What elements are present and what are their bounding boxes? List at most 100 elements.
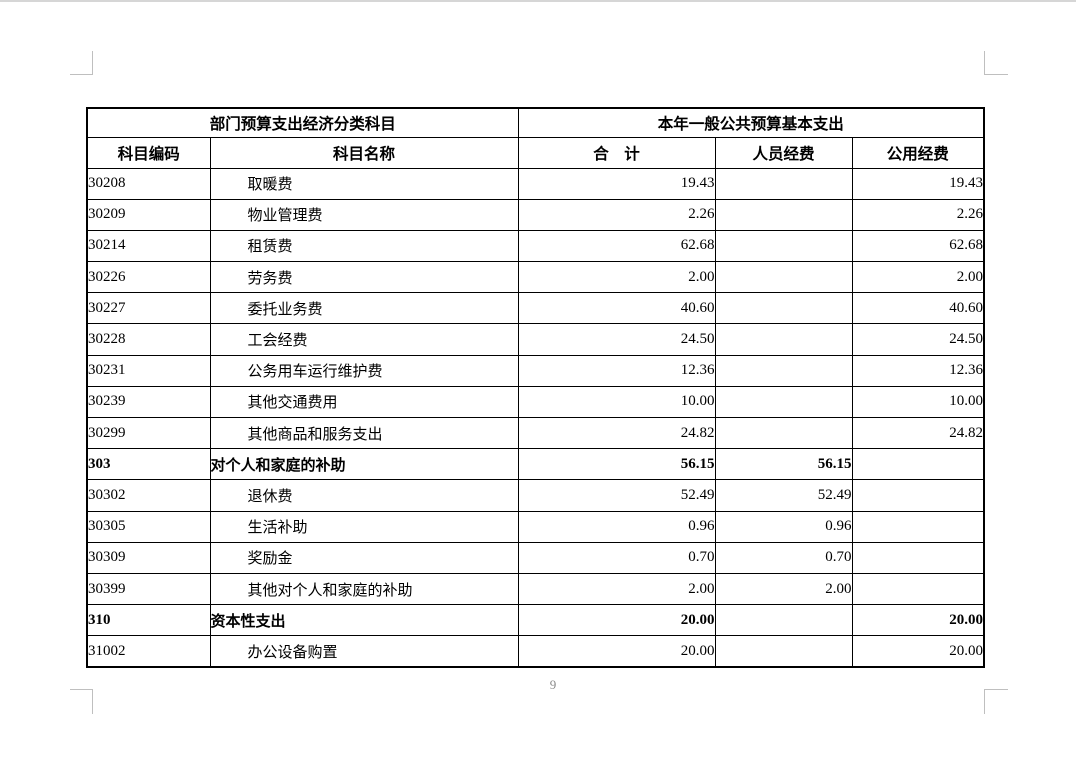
personnel-funds-cell xyxy=(714,261,853,294)
subject-code-cell: 30399 xyxy=(86,572,211,606)
personnel-funds-cell xyxy=(714,292,853,325)
public-funds-cell xyxy=(851,541,985,574)
public-funds-cell: 19.43 xyxy=(851,167,985,200)
table-row: 30302 退休费 52.49 52.49 xyxy=(86,479,985,512)
public-funds-cell: 24.50 xyxy=(851,323,985,356)
total-cell: 20.00 xyxy=(517,635,716,668)
personnel-funds-cell: 56.15 xyxy=(714,448,853,481)
subject-name-cell: 取暖费 xyxy=(209,167,519,200)
public-funds-cell: 20.00 xyxy=(851,604,985,637)
public-funds-cell xyxy=(851,448,985,481)
public-funds-cell xyxy=(851,479,985,512)
subject-name-cell: 其他对个人和家庭的补助 xyxy=(209,572,519,606)
subject-name-cell: 生活补助 xyxy=(209,510,519,543)
margin-corner-top-left xyxy=(70,51,93,75)
table-row: 31002 办公设备购置 20.00 20.00 xyxy=(86,635,985,668)
table-row: 30299 其他商品和服务支出 24.82 24.82 xyxy=(86,416,985,450)
public-funds-cell: 40.60 xyxy=(851,292,985,325)
total-cell: 12.36 xyxy=(517,354,716,387)
subject-code-cell: 30299 xyxy=(86,416,211,450)
subject-code-cell: 30214 xyxy=(86,229,211,263)
subject-name-cell: 物业管理费 xyxy=(209,198,519,231)
total-cell: 56.15 xyxy=(517,448,716,481)
public-funds-cell: 24.82 xyxy=(851,416,985,450)
total-cell: 2.00 xyxy=(517,572,716,606)
table-row: 30226 劳务费 2.00 2.00 xyxy=(86,261,985,294)
public-funds-cell xyxy=(851,572,985,606)
public-funds-cell: 12.36 xyxy=(851,354,985,387)
total-cell: 20.00 xyxy=(517,604,716,637)
total-cell: 24.50 xyxy=(517,323,716,356)
subject-name-cell: 委托业务费 xyxy=(209,292,519,325)
total-cell: 24.82 xyxy=(517,416,716,450)
page-top-edge xyxy=(0,0,1076,2)
public-funds-cell: 20.00 xyxy=(851,635,985,668)
table-row: 310 资本性支出 20.00 20.00 xyxy=(86,604,985,637)
personnel-funds-cell xyxy=(714,635,853,668)
table-row: 30399 其他对个人和家庭的补助 2.00 2.00 xyxy=(86,572,985,606)
subject-code-cell: 30231 xyxy=(86,354,211,387)
group-header-classification: 部门预算支出经济分类科目 xyxy=(86,107,519,138)
table-column-header-row: 科目编码 科目名称 合 计 人员经费 公用经费 xyxy=(86,136,985,169)
subject-code-cell: 30305 xyxy=(86,510,211,543)
personnel-funds-cell xyxy=(714,323,853,356)
subject-code-cell: 30227 xyxy=(86,292,211,325)
subject-name-cell: 租赁费 xyxy=(209,229,519,263)
table-row: 30228 工会经费 24.50 24.50 xyxy=(86,323,985,356)
column-header-subject-name: 科目名称 xyxy=(209,136,519,169)
table-row: 30305 生活补助 0.96 0.96 xyxy=(86,510,985,543)
total-cell: 2.00 xyxy=(517,261,716,294)
subject-name-cell: 退休费 xyxy=(209,479,519,512)
total-cell: 2.26 xyxy=(517,198,716,231)
public-funds-cell: 62.68 xyxy=(851,229,985,263)
subject-code-cell: 30309 xyxy=(86,541,211,574)
total-cell: 0.70 xyxy=(517,541,716,574)
table-row: 30214 租赁费 62.68 62.68 xyxy=(86,229,985,263)
total-cell: 52.49 xyxy=(517,479,716,512)
public-funds-cell: 2.26 xyxy=(851,198,985,231)
personnel-funds-cell xyxy=(714,354,853,387)
table-group-header-row: 部门预算支出经济分类科目 本年一般公共预算基本支出 xyxy=(86,107,985,138)
subject-code-cell: 31002 xyxy=(86,635,211,668)
margin-corner-bottom-left xyxy=(70,689,93,714)
column-header-total: 合 计 xyxy=(517,136,716,169)
column-header-public-funds: 公用经费 xyxy=(851,136,985,169)
budget-table: 部门预算支出经济分类科目 本年一般公共预算基本支出 科目编码 科目名称 合 计 … xyxy=(86,107,986,668)
personnel-funds-cell xyxy=(714,167,853,200)
table-row: 30231 公务用车运行维护费 12.36 12.36 xyxy=(86,354,985,387)
table-row: 30239 其他交通费用 10.00 10.00 xyxy=(86,385,985,419)
subject-name-cell: 办公设备购置 xyxy=(209,635,519,668)
page-number: 9 xyxy=(549,677,557,692)
personnel-funds-cell xyxy=(714,385,853,419)
personnel-funds-cell xyxy=(714,604,853,637)
table-row: 30208 取暖费 19.43 19.43 xyxy=(86,167,985,200)
personnel-funds-cell xyxy=(714,416,853,450)
subject-code-cell: 30228 xyxy=(86,323,211,356)
subject-name-cell: 工会经费 xyxy=(209,323,519,356)
margin-corner-bottom-right xyxy=(984,689,1008,714)
public-funds-cell xyxy=(851,510,985,543)
subject-code-cell: 30226 xyxy=(86,261,211,294)
subject-code-cell: 30209 xyxy=(86,198,211,231)
margin-corner-top-right xyxy=(984,51,1008,75)
public-funds-cell: 10.00 xyxy=(851,385,985,419)
public-funds-cell: 2.00 xyxy=(851,261,985,294)
table-row: 30227 委托业务费 40.60 40.60 xyxy=(86,292,985,325)
total-cell: 62.68 xyxy=(517,229,716,263)
subject-name-cell: 对个人和家庭的补助 xyxy=(209,448,519,481)
subject-name-cell: 其他商品和服务支出 xyxy=(209,416,519,450)
subject-name-cell: 奖励金 xyxy=(209,541,519,574)
group-header-basic-expenditure: 本年一般公共预算基本支出 xyxy=(517,107,985,138)
personnel-funds-cell: 52.49 xyxy=(714,479,853,512)
personnel-funds-cell: 2.00 xyxy=(714,572,853,606)
total-cell: 19.43 xyxy=(517,167,716,200)
subject-name-cell: 公务用车运行维护费 xyxy=(209,354,519,387)
total-cell: 0.96 xyxy=(517,510,716,543)
total-cell: 40.60 xyxy=(517,292,716,325)
table-row: 30309 奖励金 0.70 0.70 xyxy=(86,541,985,574)
personnel-funds-cell: 0.96 xyxy=(714,510,853,543)
table-row: 30209 物业管理费 2.26 2.26 xyxy=(86,198,985,231)
subject-code-cell: 30239 xyxy=(86,385,211,419)
column-header-subject-code: 科目编码 xyxy=(86,136,211,169)
subject-name-cell: 其他交通费用 xyxy=(209,385,519,419)
